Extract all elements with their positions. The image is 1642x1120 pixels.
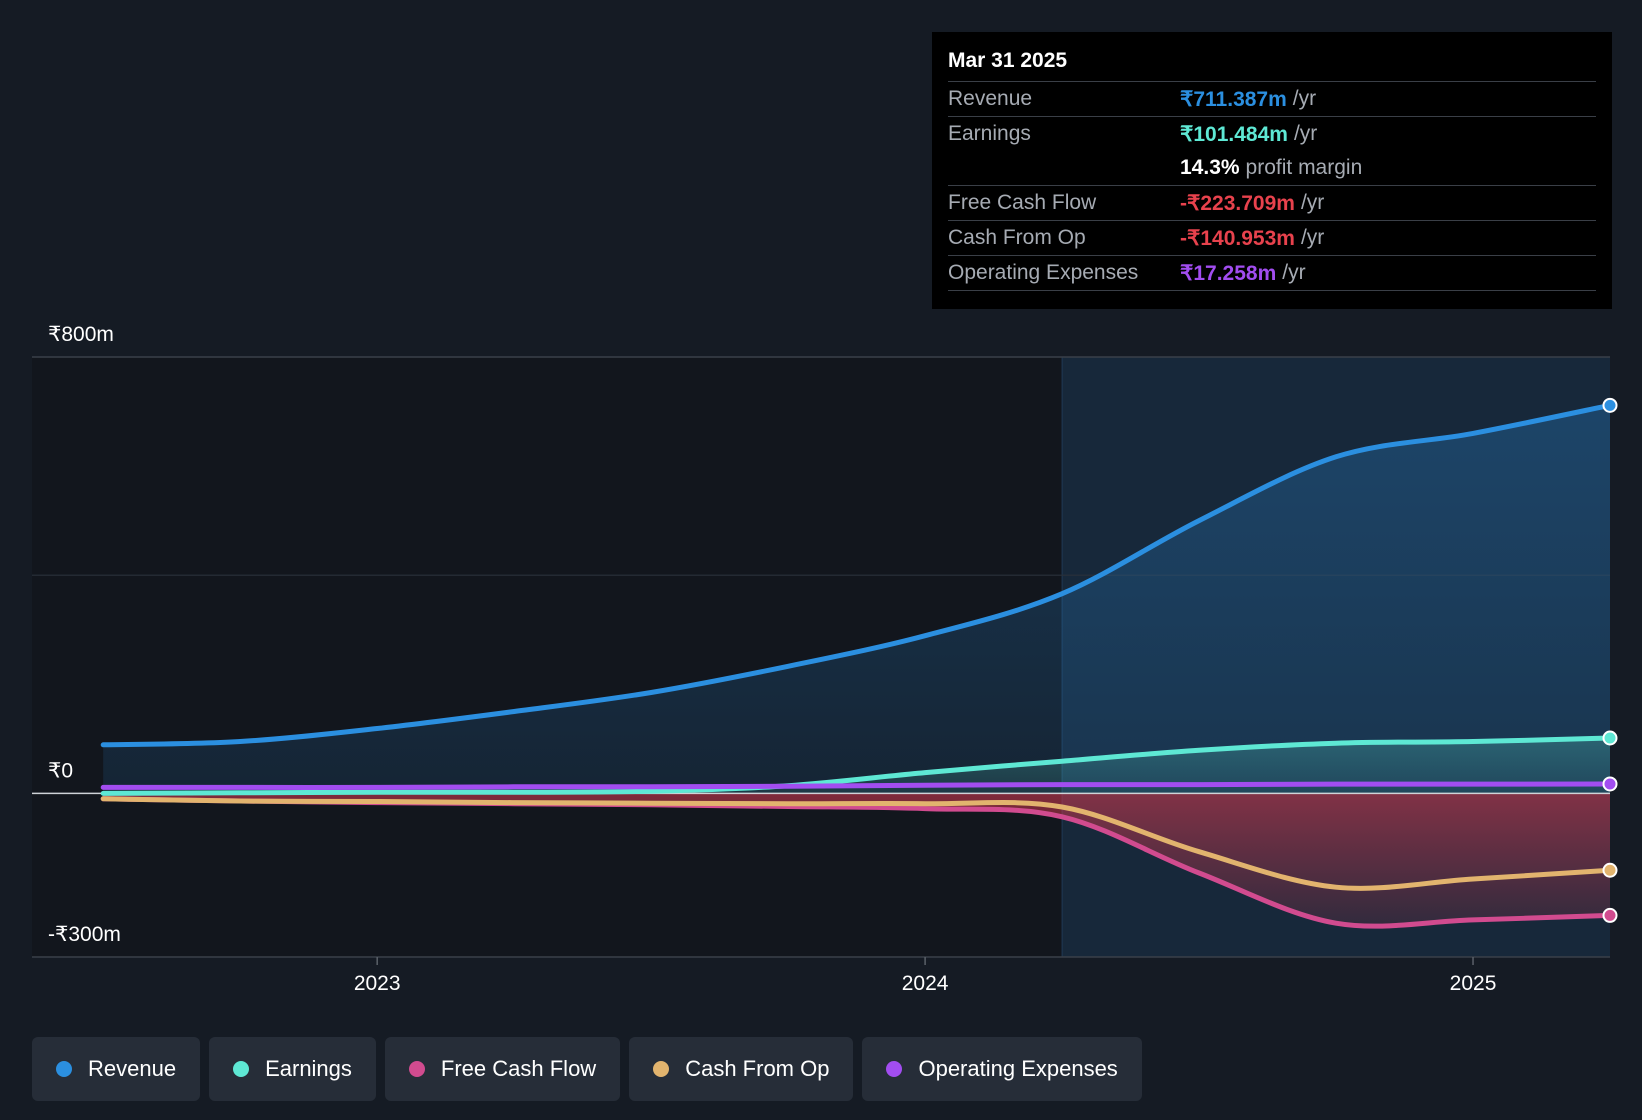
series-line-earnings (100, 735, 1613, 796)
legend-item-cash-from-op[interactable]: Cash From Op (629, 1037, 854, 1101)
tooltip-value: ₹101.484m (1180, 122, 1288, 146)
legend-item-free-cash-flow[interactable]: Free Cash Flow (384, 1037, 621, 1101)
end-point-operating-expenses (1602, 776, 1618, 792)
end-point-cash-from-op (1602, 862, 1618, 878)
legend-label: Operating Expenses (918, 1056, 1118, 1081)
legend-label: Cash From Op (685, 1056, 830, 1081)
tooltip-value: ₹711.387m (1180, 87, 1287, 111)
end-point-earnings (1602, 730, 1618, 746)
tooltip-value: 14.3% (1180, 156, 1240, 179)
legend-label: Free Cash Flow (440, 1056, 597, 1081)
tooltip-row-revenue: Revenue ₹711.387m /yr (948, 81, 1596, 116)
end-point-revenue (1602, 397, 1618, 413)
series-line-operating-expenses (100, 781, 1613, 790)
tooltip-label: Free Cash Flow (948, 191, 1097, 214)
y-tick-label: -₹300m (48, 923, 121, 946)
tooltip-label: Earnings (948, 122, 1031, 145)
area-earnings (103, 738, 1611, 794)
tooltip-label: Revenue (948, 87, 1033, 110)
legend-label: Earnings (265, 1056, 352, 1081)
tooltip-unit: profit margin (1245, 156, 1363, 179)
legend-dot-icon (653, 1061, 670, 1077)
y-tick-label: ₹0 (48, 759, 73, 782)
x-tick-label: 2023 (354, 972, 401, 995)
legend-dot-icon (886, 1061, 903, 1077)
tooltip-unit: /yr (1292, 87, 1317, 110)
hover-tooltip: Mar 31 2025 Revenue ₹711.387m /yr Earnin… (932, 32, 1612, 309)
tooltip-row-cash-from-op: Cash From Op -₹140.953m /yr (948, 220, 1596, 255)
tooltip-unit: /yr (1282, 261, 1306, 284)
area-free-cash-flow (103, 793, 1611, 927)
area-revenue (103, 405, 1611, 794)
legend-dot-icon (408, 1061, 425, 1077)
tooltip-unit: /yr (1300, 191, 1325, 214)
tooltip-row-free-cash-flow: Free Cash Flow -₹223.709m /yr (948, 185, 1596, 220)
tooltip-row-profit-margin: 14.3% profit margin (948, 151, 1596, 185)
tooltip-date: Mar 31 2025 (948, 49, 1068, 72)
legend-label: Revenue (88, 1056, 177, 1081)
x-tick-label: 2024 (902, 972, 949, 995)
end-point-free-cash-flow (1602, 907, 1618, 923)
chart-legend: Revenue Earnings Free Cash Flow Cash Fro… (32, 1037, 1142, 1101)
tooltip-row-earnings: Earnings ₹101.484m /yr (948, 116, 1596, 151)
legend-dot-icon (233, 1061, 250, 1077)
legend-item-revenue[interactable]: Revenue (32, 1037, 201, 1101)
legend-item-operating-expenses[interactable]: Operating Expenses (862, 1037, 1142, 1101)
y-tick-label: ₹800m (48, 323, 114, 346)
tooltip-unit: /yr (1293, 122, 1318, 145)
x-tick-label: 2025 (1450, 972, 1497, 995)
series-line-cash-from-op (100, 796, 1613, 891)
tooltip-label: Operating Expenses (948, 261, 1139, 284)
tooltip-value: ₹17.258m (1180, 261, 1277, 285)
tooltip-value: -₹223.709m (1180, 191, 1295, 215)
tooltip-value: -₹140.953m (1180, 226, 1295, 250)
series-line-revenue (100, 402, 1613, 748)
tooltip-row-operating-expenses: Operating Expenses ₹17.258m /yr (948, 255, 1596, 291)
tooltip-unit: /yr (1300, 226, 1325, 249)
legend-item-earnings[interactable]: Earnings (209, 1037, 376, 1101)
legend-dot-icon (56, 1061, 72, 1077)
tooltip-label: Cash From Op (948, 226, 1086, 249)
